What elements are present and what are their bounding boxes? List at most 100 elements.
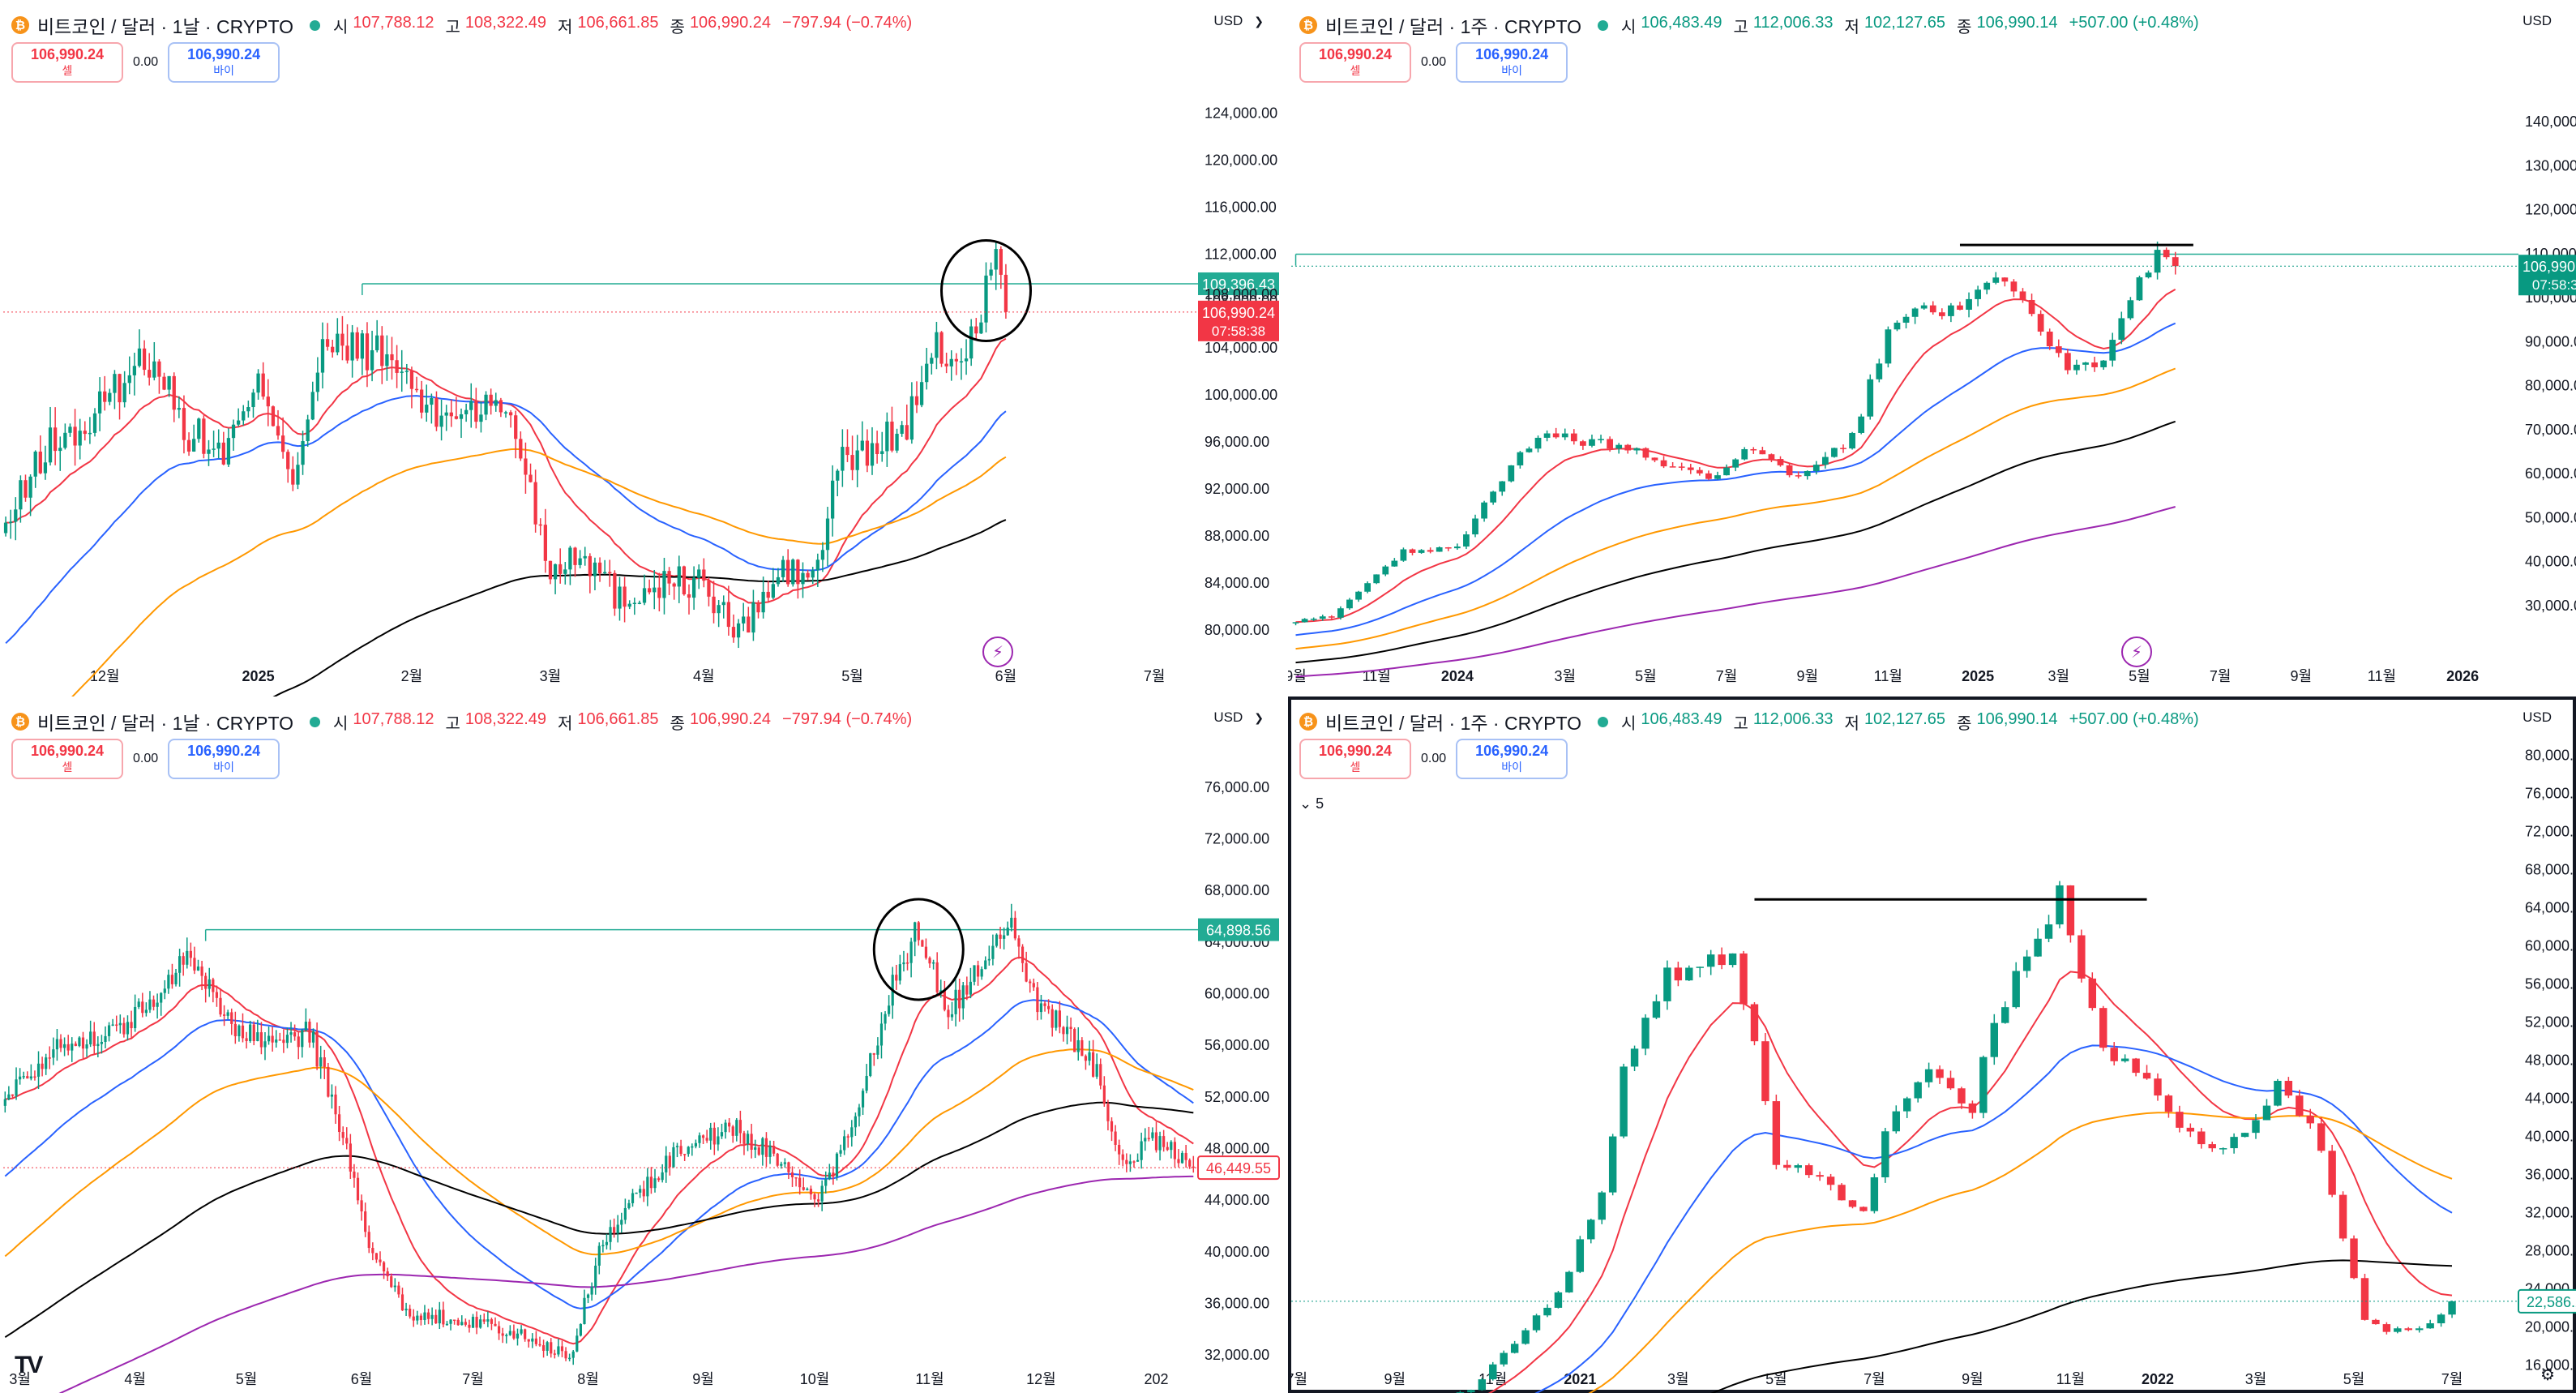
currency-selector[interactable]: USD ❯ [1213,13,1264,28]
candle-body [870,443,875,466]
currency-selector[interactable]: USD ❯ [1213,709,1264,725]
sell-button[interactable]: 106,990.24 셀 [1299,739,1411,779]
candle-body [160,992,163,1003]
candle-body [694,1142,698,1147]
candle-body [989,269,993,276]
candle-body [1651,457,1658,461]
candle-body [293,1032,297,1037]
sell-button[interactable]: 106,990.24 셀 [11,42,123,83]
candle-body [479,414,483,422]
market-status-icon [309,19,320,31]
candle-body [527,1339,530,1342]
symbol-title[interactable]: 비트코인 / 달러 · 1날 · CRYPTO [37,713,293,734]
y-tick-label: 108,000.00 [1205,286,1277,302]
chart-svg[interactable]: 80,000.00 84,000.00 88,000.00 92,000.00 96,0… [0,0,1288,696]
chart-pane-4[interactable]: 16,000.0020,000.0024,000.0028,000.0032,0… [1288,696,2576,1393]
candle-body [1177,1159,1180,1164]
symbol-title[interactable]: 비트코인 / 달러 · 1주 · CRYPTO [1325,16,1581,37]
candle-body [14,509,18,522]
candle-body [728,1122,731,1127]
gear-icon[interactable]: ⚙ [2540,1366,2555,1384]
y-tick-label: 104,000.00 [1205,340,1277,356]
chart-svg[interactable]: 30,000.00 40,000.00 50,000.00 60,000.00 70,0… [1288,0,2576,696]
buy-button[interactable]: 106,990.24 바이 [168,42,280,83]
indicator-collapse-toggle[interactable]: ⌄ 5 [1299,795,1324,812]
chart-pane-3[interactable]: 32,000.00 36,000.00 40,000.00 44,000.00 48,0… [0,696,1288,1393]
market-status-icon [309,716,320,727]
currency-selector[interactable]: USD [2523,13,2552,28]
candle-body [73,426,77,446]
candle-body [1532,1315,1541,1331]
candle-body [921,940,924,947]
candle-body [1010,917,1013,928]
chart-pane-2[interactable]: 30,000.00 40,000.00 50,000.00 60,000.00 70,0… [1288,0,2576,696]
candle-body [776,576,781,585]
candle-body [1121,1154,1124,1160]
candle-body [879,1023,884,1046]
candle-body [36,1063,41,1077]
candle-body [2328,1151,2336,1195]
candle-body [226,438,231,465]
candle-body [327,1066,330,1097]
candle-body [306,419,310,442]
candle-body [2132,1058,2140,1074]
candle-body [806,572,810,578]
buy-button[interactable]: 106,990.24 바이 [1456,739,1568,779]
candle-body [809,1189,813,1195]
current-price-tag [1197,1155,1280,1181]
chart-svg[interactable]: 32,000.00 36,000.00 40,000.00 44,000.00 48,0… [0,696,1288,1393]
candle-body [1705,473,1712,479]
candle-body [885,421,889,452]
x-tick-label: 2025 [242,668,275,684]
candle-body [2262,1105,2271,1121]
chart-pane-1[interactable]: 80,000.00 84,000.00 88,000.00 92,000.00 96,0… [0,0,1288,696]
candle-body [786,559,790,585]
candle-body [68,426,72,433]
candle-body [618,586,622,609]
candle-body [991,945,995,959]
currency-selector[interactable]: USD [2523,709,2552,725]
candle-body [152,999,156,1007]
chart-svg[interactable]: 16,000.0020,000.0024,000.0028,000.0032,0… [1288,696,2576,1393]
current-price-label: 46,449.55 [1206,1160,1271,1177]
buy-button[interactable]: 106,990.24 바이 [168,739,280,779]
symbol-title[interactable]: 비트코인 / 달러 · 1주 · CRYPTO [1325,713,1581,734]
candle-body [1696,967,1704,968]
sell-button[interactable]: 106,990.24 셀 [1299,42,1411,83]
candle-body [241,1025,245,1039]
lightning-icon[interactable]: ⚡ [2121,636,2152,667]
candle-body [771,584,775,598]
candle-body [613,1227,616,1233]
lightning-icon[interactable]: ⚡ [982,636,1013,667]
candle-body [24,480,28,498]
y-tick-label: 32,000.00 [2525,1204,2576,1220]
candle-body [148,999,152,1010]
candle-body [1508,465,1515,482]
candle-body [964,358,969,362]
candle-body [1552,433,1560,438]
candle-body [409,1309,412,1317]
candle-body [841,447,845,471]
candle-body [1328,616,1335,618]
candle-body [1490,491,1497,503]
candle-body [865,1075,868,1091]
candle-body [909,941,913,963]
level-price-label: 64,898.56 [1206,923,1271,939]
candle-body [843,1136,846,1151]
buy-button[interactable]: 106,990.24 바이 [1456,42,1568,83]
candle-body [2073,364,2080,371]
candle-body [237,1025,241,1036]
sell-button[interactable]: 106,990.24 셀 [11,739,123,779]
candle-body [108,392,112,402]
candle-body [337,1114,341,1133]
candle-body [11,1094,15,1096]
candle-body [126,1022,130,1035]
candle-body [404,371,409,372]
tradingview-logo[interactable]: TV [15,1352,43,1378]
candle-body [1902,316,1910,323]
symbol-title[interactable]: 비트코인 / 달러 · 1날 · CRYPTO [37,16,293,37]
